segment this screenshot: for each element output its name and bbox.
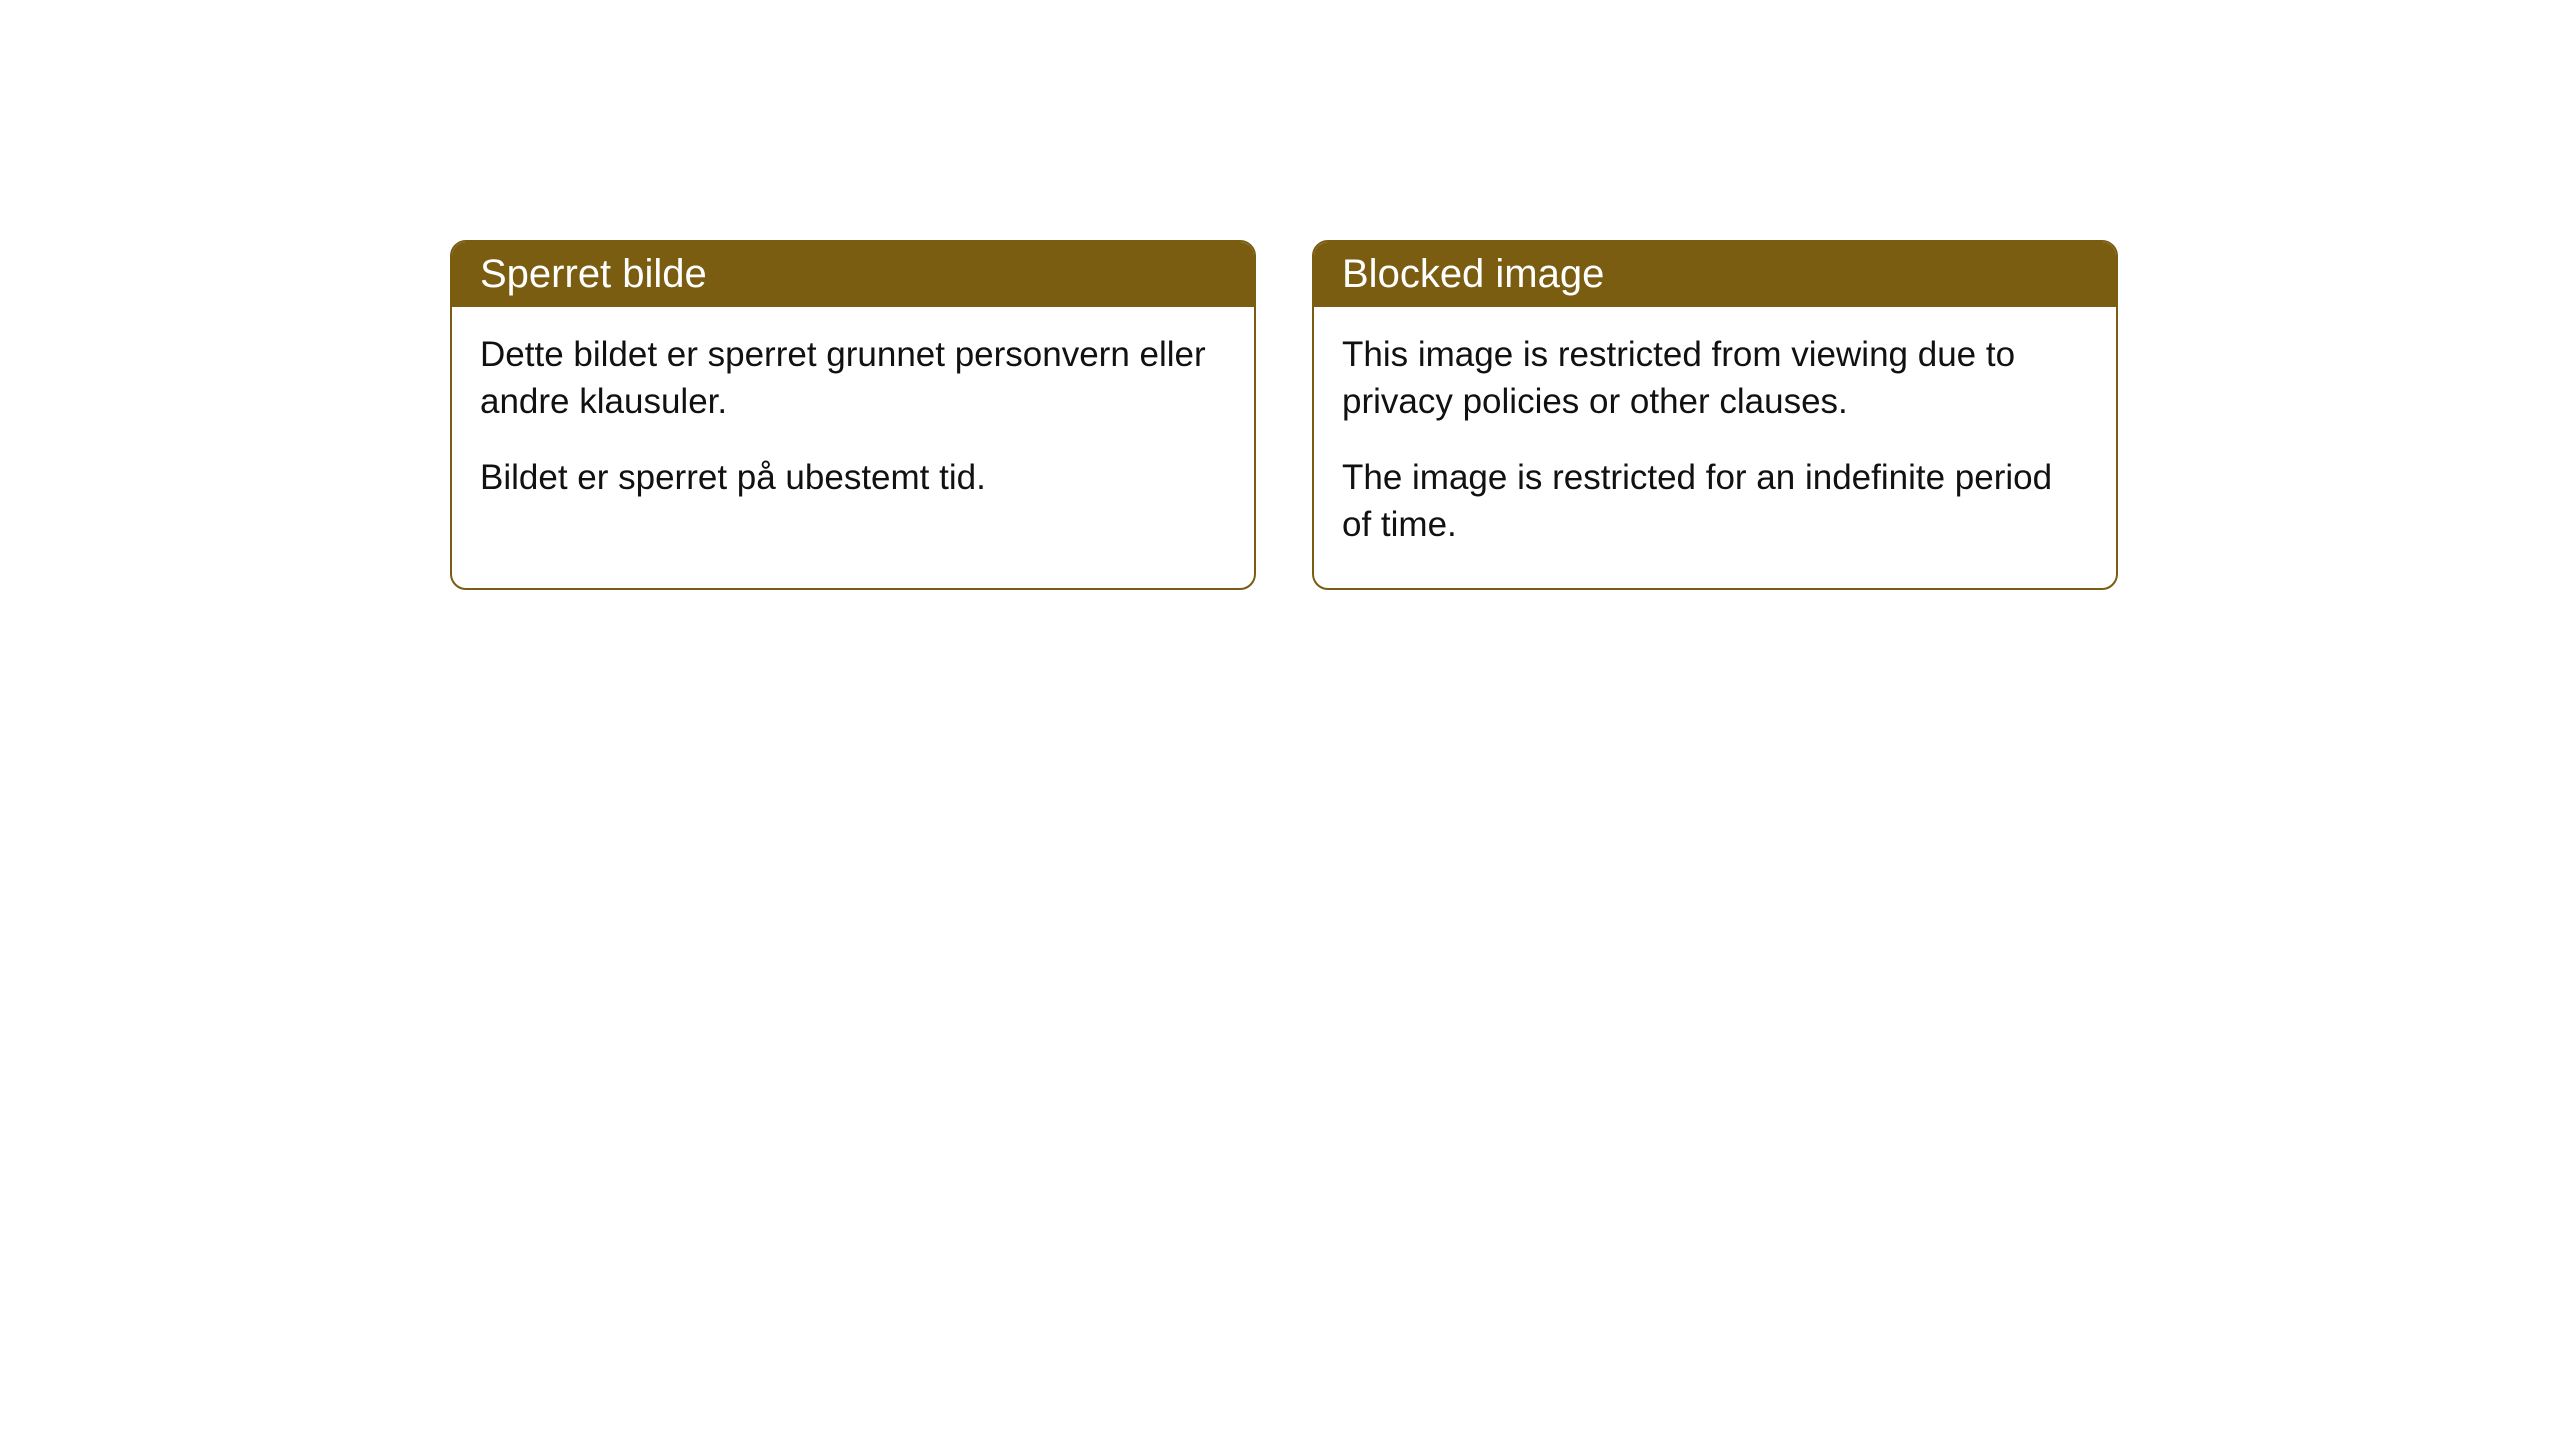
card-title-norwegian: Sperret bilde xyxy=(452,242,1254,307)
card-paragraph-1: This image is restricted from viewing du… xyxy=(1342,331,2088,426)
card-paragraph-1: Dette bildet er sperret grunnet personve… xyxy=(480,331,1226,426)
card-body-norwegian: Dette bildet er sperret grunnet personve… xyxy=(452,307,1254,541)
cards-container: Sperret bilde Dette bildet er sperret gr… xyxy=(450,240,2118,590)
card-body-english: This image is restricted from viewing du… xyxy=(1314,307,2116,588)
card-paragraph-2: The image is restricted for an indefinit… xyxy=(1342,454,2088,549)
card-norwegian: Sperret bilde Dette bildet er sperret gr… xyxy=(450,240,1256,590)
card-english: Blocked image This image is restricted f… xyxy=(1312,240,2118,590)
card-title-english: Blocked image xyxy=(1314,242,2116,307)
card-paragraph-2: Bildet er sperret på ubestemt tid. xyxy=(480,454,1226,501)
